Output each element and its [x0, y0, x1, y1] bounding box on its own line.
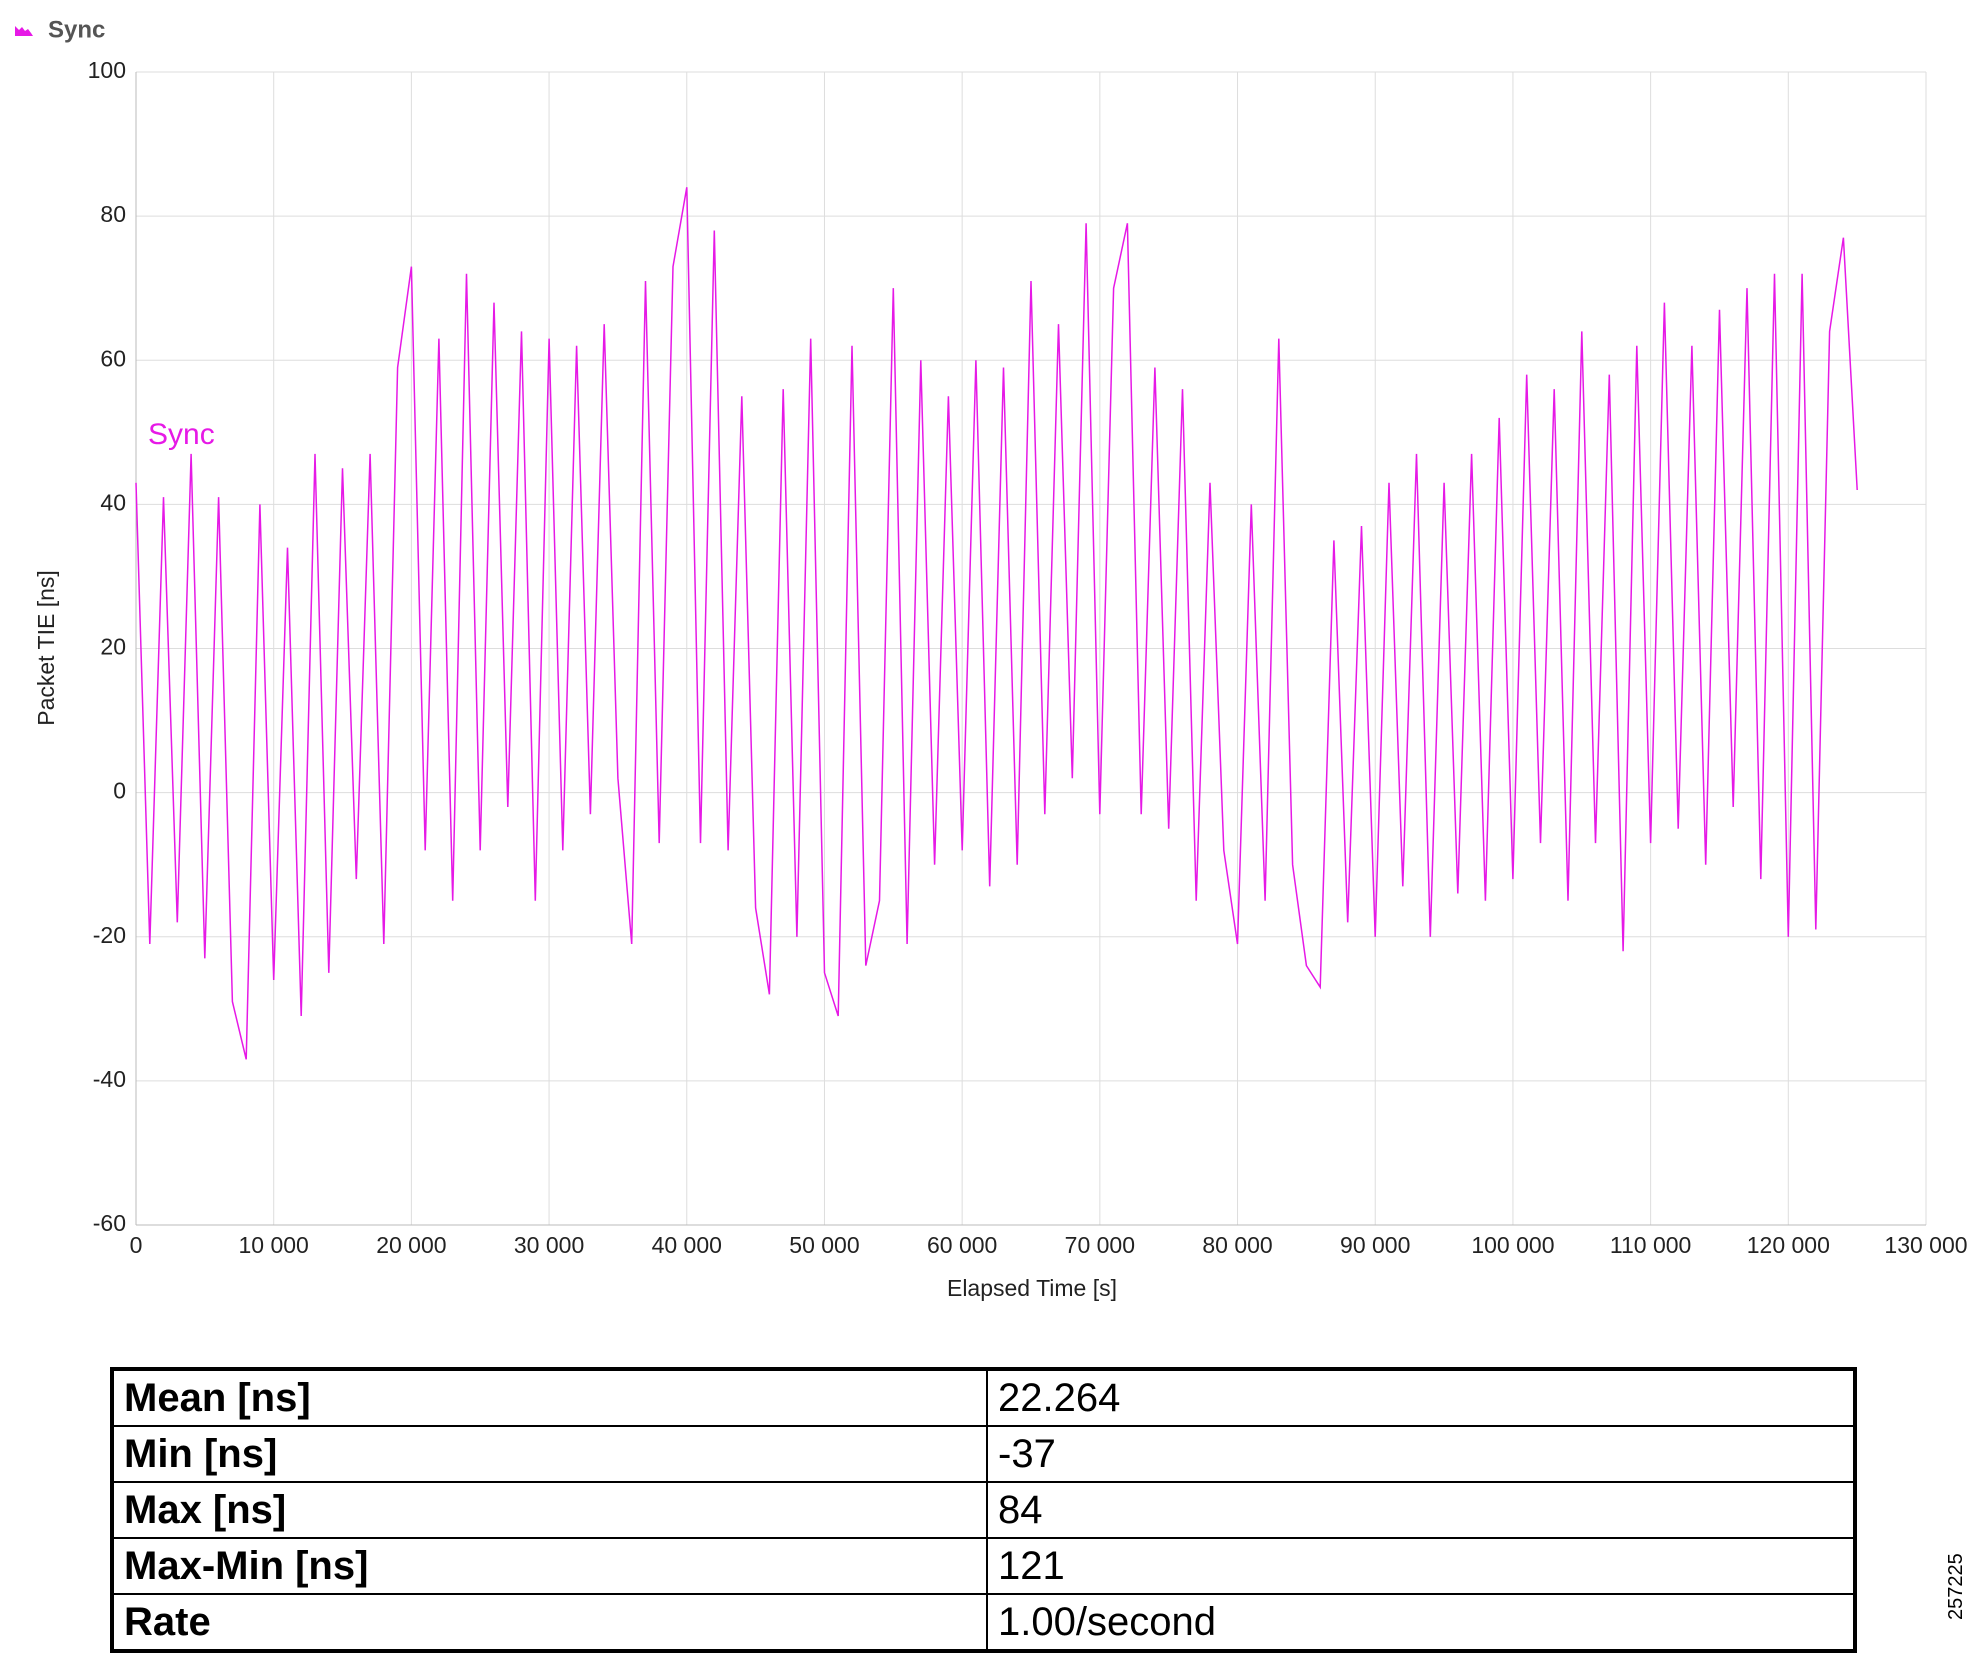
stat-value: 1.00/second	[986, 1593, 1856, 1652]
legend-title: Sync	[48, 16, 105, 43]
stat-name: Mean [ns]	[111, 1368, 988, 1427]
stat-name: Min [ns]	[111, 1425, 988, 1483]
y-tick-label: -60	[93, 1210, 126, 1236]
x-tick-label: 10 000	[239, 1232, 309, 1258]
table-row: Max-Min [ns] 121	[111, 1537, 1856, 1595]
x-tick-label: 90 000	[1340, 1232, 1410, 1258]
y-tick-label: 0	[113, 778, 126, 804]
y-tick-label: 20	[100, 634, 126, 660]
stat-value: 121	[986, 1537, 1856, 1595]
x-tick-label: 50 000	[789, 1232, 859, 1258]
x-tick-label: 60 000	[927, 1232, 997, 1258]
series-label: Sync	[148, 418, 215, 451]
data-line	[135, 187, 1858, 1060]
y-tick-label: 40	[100, 489, 126, 515]
table-row: Min [ns] -37	[111, 1425, 1856, 1483]
y-tick-label: 100	[88, 57, 126, 83]
x-tick-label: 120 000	[1747, 1232, 1830, 1258]
y-tick-label: -40	[93, 1066, 126, 1092]
x-tick-label: 70 000	[1065, 1232, 1135, 1258]
x-tick-label: 80 000	[1202, 1232, 1272, 1258]
x-tick-label: 130 000	[1884, 1232, 1967, 1258]
stat-value: 22.264	[986, 1368, 1856, 1427]
stat-name: Max [ns]	[111, 1481, 988, 1539]
y-tick-label: -20	[93, 922, 126, 948]
chart: Sync Packet TIE [ns] Elapsed Time [s] -6…	[15, 16, 1968, 1301]
figure-id: 257225	[1945, 1553, 1967, 1620]
x-tick-label: 40 000	[652, 1232, 722, 1258]
table-row: Rate 1.00/second	[111, 1593, 1856, 1652]
table-row: Max [ns] 84	[111, 1481, 1856, 1539]
y-axis-label: Packet TIE [ns]	[33, 570, 59, 726]
x-axis-label: Elapsed Time [s]	[947, 1275, 1117, 1301]
stat-name: Max-Min [ns]	[111, 1537, 988, 1595]
x-tick-label: 0	[130, 1232, 143, 1258]
x-tick-label: 20 000	[376, 1232, 446, 1258]
stat-name: Rate	[111, 1593, 988, 1652]
x-tick-label: 100 000	[1471, 1232, 1554, 1258]
stat-value: 84	[986, 1481, 1856, 1539]
x-tick-label: 110 000	[1610, 1232, 1691, 1258]
stat-value: -37	[986, 1425, 1856, 1483]
stats-table: Mean [ns] 22.264 Min [ns] -37 Max [ns] 84 Max-…	[110, 1367, 1857, 1653]
x-tick-label: 30 000	[514, 1232, 584, 1258]
y-tick-label: 60	[100, 345, 126, 371]
table-row: Mean [ns] 22.264	[111, 1368, 1856, 1427]
y-tick-label: 80	[100, 201, 126, 227]
legend-icon	[15, 26, 33, 36]
